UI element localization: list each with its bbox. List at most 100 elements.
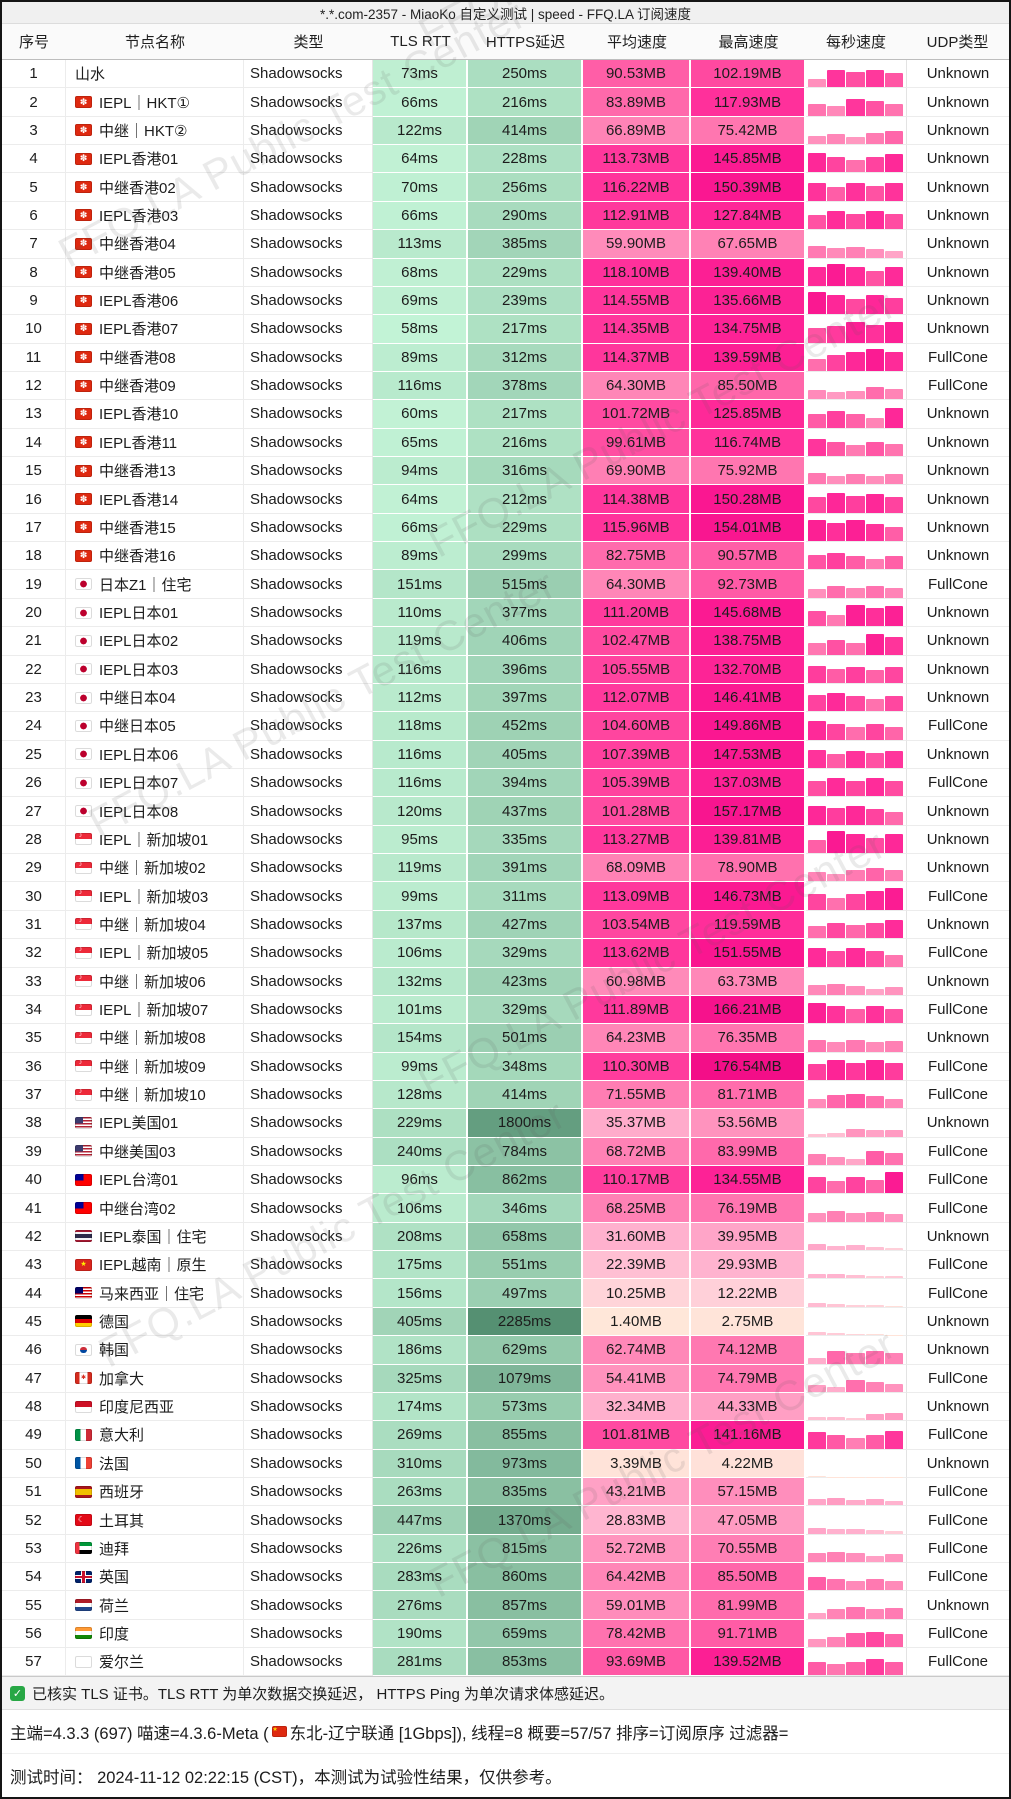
speed-bar: [884, 251, 904, 258]
row-index: 57: [2, 1648, 66, 1677]
tls-rtt-cell: 60ms: [373, 400, 468, 429]
speed-bar: [884, 667, 904, 683]
speed-bar: [884, 267, 904, 286]
https-delay-cell: 385ms: [468, 230, 583, 259]
node-type-cell: Shadowsocks: [244, 1109, 373, 1138]
speed-bar: [827, 1211, 846, 1222]
speed-bar: [808, 589, 827, 598]
speed-bar: [808, 1303, 827, 1307]
node-name-text: IEPL美国01: [99, 1115, 179, 1133]
table-row: 44 马来西亚｜住宅 Shadowsocks 156ms 497ms 10.25MB 12.…: [2, 1279, 1009, 1308]
node-name-cell: 中继｜新加坡02: [66, 854, 244, 883]
https-delay-cell: 452ms: [468, 712, 583, 741]
tls-rtt-cell: 116ms: [373, 655, 468, 684]
speed-bars-chart: [806, 1450, 906, 1478]
flag-id-icon: [75, 1400, 92, 1413]
speed-bar: [846, 1093, 865, 1109]
speed-bar: [865, 669, 884, 683]
speed-bar: [884, 1353, 904, 1364]
udp-type-cell: Unknown: [906, 60, 1009, 89]
udp-type-cell: Unknown: [906, 145, 1009, 174]
speed-bar: [865, 1658, 884, 1676]
row-index: 2: [2, 88, 66, 117]
node-name-cell: 迪拜: [66, 1534, 244, 1564]
node-name-text: IEPL香港01: [99, 151, 179, 169]
node-name-text: IEPL香港11: [99, 434, 178, 452]
node-name-cell: 中继香港15: [66, 513, 244, 543]
speed-bar: [827, 830, 846, 854]
node-name-cell: 法国: [66, 1449, 244, 1478]
max-speed-cell: 150.39MB: [691, 173, 806, 202]
node-name-cell: IEPL｜HKT①: [66, 88, 244, 117]
table-row: 25 IEPL日本06 Shadowsocks 116ms 405ms 107.39MB 1…: [2, 740, 1009, 769]
speed-bar: [808, 1576, 827, 1591]
udp-type-cell: Unknown: [906, 825, 1009, 855]
tls-rtt-cell: 68ms: [373, 258, 468, 287]
tls-rtt-cell: 283ms: [373, 1563, 468, 1592]
udp-type-cell: Unknown: [906, 542, 1009, 571]
avg-speed-cell: 71.55MB: [583, 1080, 691, 1110]
node-type-cell: Shadowsocks: [244, 1648, 373, 1677]
speed-bar: [808, 497, 827, 513]
speed-bar: [865, 1060, 884, 1080]
speed-bar: [865, 523, 884, 542]
speed-bar: [884, 888, 904, 910]
flag-hk-icon: [75, 549, 92, 562]
udp-type-cell: Unknown: [906, 485, 1009, 514]
speed-bar: [808, 153, 827, 173]
node-name-text: 山水: [75, 66, 106, 84]
speed-bars-chart: [806, 344, 906, 372]
speed-bars-chart: [806, 1421, 906, 1450]
speed-bar: [884, 1153, 904, 1166]
udp-type-cell: Unknown: [906, 797, 1009, 826]
max-speed-cell: 76.19MB: [691, 1194, 806, 1223]
node-name-cell: IEPL香港01: [66, 145, 244, 174]
udp-type-cell: Unknown: [906, 627, 1009, 656]
tls-rtt-cell: 64ms: [373, 145, 468, 174]
node-name-cell: IEPL香港11: [66, 428, 244, 458]
speed-bar: [865, 387, 884, 400]
row-index: 25: [2, 740, 66, 769]
max-speed-cell: 166.21MB: [691, 995, 806, 1025]
node-name-cell: 印度: [66, 1619, 244, 1649]
node-name-text: IEPL｜新加坡03: [99, 888, 209, 906]
speed-bar: [808, 985, 827, 995]
node-name-text: 西班牙: [99, 1484, 145, 1502]
speed-bar: [808, 695, 827, 712]
speed-bar: [884, 1531, 904, 1534]
avg-speed-cell: 110.17MB: [583, 1166, 691, 1195]
speed-bar: [846, 666, 865, 683]
node-type-cell: Shadowsocks: [244, 343, 373, 372]
udp-type-cell: Unknown: [906, 967, 1009, 996]
speed-bar: [827, 264, 846, 286]
speed-bar: [884, 1383, 904, 1392]
max-speed-cell: 85.50MB: [691, 371, 806, 401]
speed-bars-chart: [806, 542, 906, 571]
node-name-text: 中继台湾02: [99, 1200, 176, 1218]
row-index: 1: [2, 60, 66, 89]
table-row: 46 韩国 Shadowsocks 186ms 629ms 62.74MB 74.12MB U…: [2, 1336, 1009, 1365]
https-delay-cell: 311ms: [468, 882, 583, 911]
node-type-cell: Shadowsocks: [244, 712, 373, 741]
udp-type-cell: FullCone: [906, 1534, 1009, 1564]
max-speed-cell: 102.19MB: [691, 60, 806, 89]
speed-bar: [808, 781, 827, 797]
row-index: 23: [2, 683, 66, 713]
flag-hk-icon: [75, 294, 92, 307]
https-delay-cell: 346ms: [468, 1194, 583, 1223]
row-index: 50: [2, 1449, 66, 1478]
max-speed-cell: 74.79MB: [691, 1364, 806, 1393]
flag-my-icon: [75, 1287, 92, 1300]
speed-bar: [884, 389, 904, 400]
avg-speed-cell: 115.96MB: [583, 513, 691, 543]
speed-bar: [865, 1151, 884, 1166]
speed-bar: [846, 587, 865, 598]
node-type-cell: Shadowsocks: [244, 485, 373, 514]
https-delay-cell: 216ms: [468, 88, 583, 117]
speed-bar: [846, 1499, 865, 1506]
window-title: *.*.com-2357 - MiaoKo 自定义测试 | speed - FF…: [2, 2, 1009, 24]
https-delay-cell: 835ms: [468, 1477, 583, 1507]
speed-bar: [827, 873, 846, 882]
avg-speed-cell: 113.27MB: [583, 825, 691, 855]
udp-type-cell: FullCone: [906, 371, 1009, 401]
